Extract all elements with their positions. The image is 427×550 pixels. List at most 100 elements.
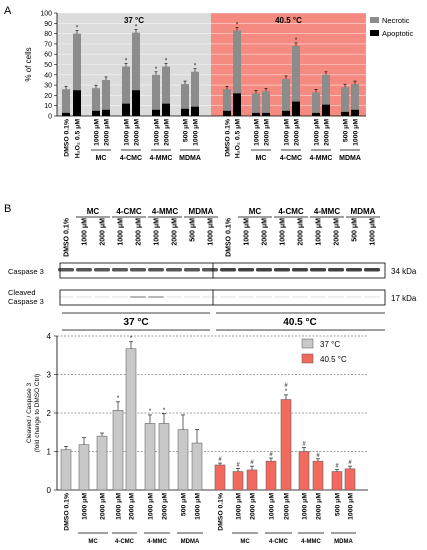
apoptotic-bar-37 [73, 90, 81, 116]
drug-label: MC [87, 207, 100, 216]
kda-17: 17 kDa [391, 294, 417, 303]
lane-label: DMSO 0.1% [226, 217, 233, 257]
caspase3-band [94, 268, 110, 272]
significance-mark: * [130, 336, 133, 342]
significance-mark: # [218, 457, 222, 463]
x-tick-label: 1000 μM [269, 493, 276, 520]
necrotic-bar-37 [92, 88, 100, 116]
kda-34: 34 kDa [391, 267, 417, 276]
bar-405 [312, 460, 324, 491]
cleaved-band [148, 296, 164, 298]
necrotic-bar-405 [282, 78, 290, 116]
significance-mark: # [284, 383, 288, 389]
y-axis-label-2: (fold change to DMSO Ctrl) [34, 374, 41, 452]
lane-label: 2000 μM [100, 218, 107, 246]
group-label: MDMA [179, 155, 201, 162]
y-tick-label: 0 [47, 486, 52, 495]
y-tick-label: 70 [44, 41, 52, 48]
x-tick-label: 1000 μM [284, 119, 291, 146]
bar-37 [96, 435, 108, 491]
bar-37 [144, 423, 156, 491]
x-tick-label: 2000 μM [164, 119, 171, 146]
apoptotic-bar-37 [191, 106, 199, 116]
group-label: MC [240, 539, 250, 545]
cleaved-band [346, 296, 362, 298]
lane-label: 2000 μM [334, 218, 341, 246]
x-tick-label: 1000 μM [193, 119, 200, 146]
bar-405 [232, 471, 244, 491]
caspase3-band [328, 268, 344, 272]
significance-mark: * [163, 408, 166, 414]
drug-label: 4-MMC [314, 207, 340, 216]
caspase3-band [202, 268, 218, 272]
necrotic-bar-37 [181, 84, 189, 116]
significance-mark: * [76, 26, 79, 32]
significance-mark: * [165, 59, 168, 65]
x-tick-label: DMSO 0.1% [218, 493, 225, 531]
necrotic-bar-405 [223, 89, 231, 116]
cleaved-band [94, 296, 110, 298]
y-axis-label-1: Cleaved / Caspase 3 [26, 382, 33, 443]
lane-label: 1000 μM [208, 218, 215, 246]
caspase3-band [274, 268, 290, 272]
necrotic-bar-37 [132, 32, 140, 116]
caspase3-band [346, 268, 362, 272]
group-label: MDMA [339, 155, 361, 162]
x-tick-label: 1000 μM [82, 493, 89, 520]
cleaved-band [328, 296, 344, 298]
bar-405 [344, 468, 356, 491]
band-label-cleaved-2: Caspase 3 [8, 297, 44, 306]
caspase3-band [310, 268, 326, 272]
necrotic-bar-37 [122, 66, 130, 116]
caspase3-band [130, 268, 146, 272]
x-tick-label: 2000 μM [134, 119, 141, 146]
significance-mark: # [348, 460, 352, 466]
y-tick-label: 10 [44, 103, 52, 110]
blot-temp-405: 40.5 °C [283, 317, 316, 328]
y-tick-label: 90 [44, 21, 52, 28]
apoptotic-bar-37 [181, 108, 189, 116]
apoptotic-bar-405 [341, 111, 349, 116]
x-tick-label: 1000 μM [348, 493, 355, 520]
y-tick-label: 2 [47, 409, 52, 418]
x-tick-label: 2000 μM [250, 493, 257, 520]
necrotic-bar-405 [252, 93, 260, 116]
panel-b-label: B [4, 203, 11, 215]
band-label-caspase3: Caspase 3 [8, 267, 44, 276]
apoptotic-bar-37 [92, 110, 100, 116]
caspase3-band [184, 268, 200, 272]
temp-405-label: 40.5 °C [275, 16, 302, 25]
legend-swatch [370, 30, 379, 36]
drug-label: 4-CMC [278, 207, 304, 216]
significance-mark: * [117, 396, 120, 402]
bar-405 [265, 460, 277, 491]
significance-mark: * [125, 59, 128, 65]
necrotic-bar-405 [312, 92, 320, 116]
x-tick-label: 1000 μM [154, 119, 161, 146]
y-tick-label: 0 [48, 114, 52, 121]
cleaved-band [112, 296, 128, 298]
group-label: 4-CMC [280, 155, 302, 162]
y-tick-label: 20 [44, 93, 52, 100]
necrotic-bar-37 [162, 66, 170, 116]
cleaved-band [310, 296, 326, 298]
caspase3-band [256, 268, 272, 272]
lane-label: 1000 μM [280, 218, 287, 246]
significance-mark: * [194, 64, 197, 70]
y-tick-label: 80 [44, 31, 52, 38]
caspase3-band [220, 268, 236, 272]
x-tick-label: 2000 μM [162, 493, 169, 520]
significance-mark: * [295, 38, 298, 44]
significance-mark: * [285, 389, 288, 395]
x-tick-label: 500 μM [183, 119, 190, 142]
x-tick-label: 1000 μM [254, 119, 261, 146]
y-tick-label: 4 [47, 332, 52, 341]
group-label: 4-CMC [115, 539, 135, 545]
panel-a-label: A [4, 5, 12, 17]
group-label: 4-CMC [120, 155, 142, 162]
apoptotic-bar-405 [252, 112, 260, 116]
apoptotic-bar-37 [132, 90, 140, 116]
x-tick-label: H₂O₂ 0.5 μM [75, 119, 82, 159]
apoptotic-bar-405 [282, 110, 290, 116]
lane-label: DMSO 0.1% [64, 217, 71, 257]
